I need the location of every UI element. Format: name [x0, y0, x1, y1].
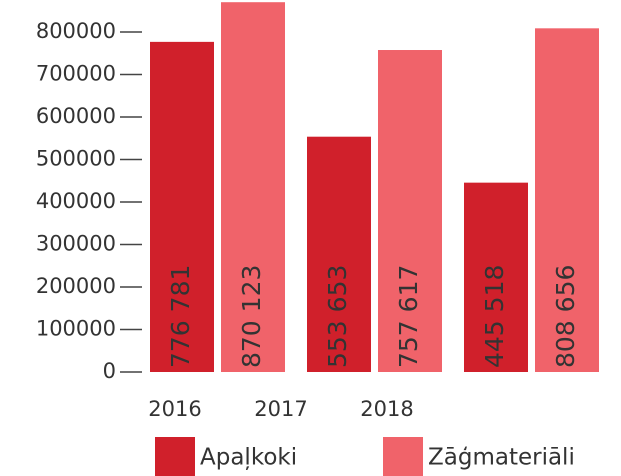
- y-tick-label: 800000: [36, 19, 116, 43]
- bar: [307, 136, 371, 372]
- value-label: 553 653: [323, 265, 352, 368]
- bar: [378, 50, 442, 372]
- y-tick-label: 100000: [36, 317, 116, 341]
- x-tick-label: 2017: [254, 397, 307, 421]
- value-label: 757 617: [394, 265, 423, 368]
- y-tick-label: 500000: [36, 147, 116, 171]
- y-tick-label: 600000: [36, 104, 116, 128]
- legend-swatch: [383, 437, 423, 476]
- y-tick-label: 0: [103, 359, 116, 383]
- y-tick-label: 400000: [36, 189, 116, 213]
- x-tick-label: 2016: [148, 397, 201, 421]
- y-tick-label: 200000: [36, 274, 116, 298]
- y-tick-label: 700000: [36, 62, 116, 86]
- value-label: 808 656: [551, 265, 580, 368]
- legend-swatch: [155, 437, 195, 476]
- legend-label: Zāģmateriāli: [428, 445, 575, 471]
- value-label: 445 518: [480, 265, 509, 368]
- x-tick-label: 2018: [360, 397, 413, 421]
- value-label: 870 123: [237, 265, 266, 368]
- legend-label: Apaļkoki: [200, 445, 297, 471]
- bar: [535, 28, 599, 373]
- bar: [221, 2, 285, 373]
- bar: [150, 41, 214, 373]
- value-label: 776 781: [166, 265, 195, 368]
- bar: [464, 182, 528, 372]
- y-tick-label: 300000: [36, 232, 116, 256]
